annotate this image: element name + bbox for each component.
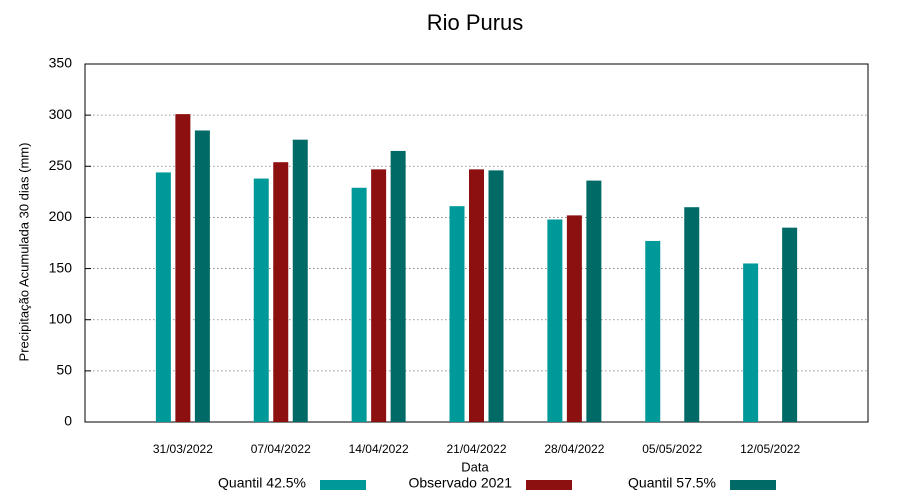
legend-label: Observado 2021 xyxy=(408,475,512,491)
bar xyxy=(390,150,406,422)
y-tick-label: 100 xyxy=(49,310,73,326)
chart-title: Rio Purus xyxy=(427,10,524,35)
x-tick-label: 28/04/2022 xyxy=(544,442,604,456)
legend-swatch xyxy=(526,480,572,490)
bar xyxy=(547,219,563,422)
bar xyxy=(586,180,602,422)
x-tick-label: 05/05/2022 xyxy=(642,442,702,456)
bar xyxy=(684,207,700,422)
bar xyxy=(449,206,465,422)
bar xyxy=(194,130,210,422)
bar xyxy=(645,240,661,422)
bar xyxy=(782,227,798,422)
legend-label: Quantil 42.5% xyxy=(218,475,306,491)
x-tick-label: 12/05/2022 xyxy=(740,442,800,456)
bar xyxy=(253,178,269,422)
y-axis-label: Precipitação Acumulada 30 dias (mm) xyxy=(16,143,31,362)
y-tick-label: 250 xyxy=(49,157,73,173)
bar xyxy=(175,114,191,423)
bar xyxy=(273,162,289,423)
y-tick-label: 50 xyxy=(56,362,72,378)
y-tick-label: 0 xyxy=(64,413,72,429)
bar xyxy=(371,169,387,422)
x-tick-label: 07/04/2022 xyxy=(251,442,311,456)
bar xyxy=(292,139,308,423)
legend-swatch xyxy=(320,480,366,490)
legend-label: Quantil 57.5% xyxy=(628,475,716,491)
x-tick-label: 31/03/2022 xyxy=(153,442,213,456)
bar xyxy=(566,215,582,422)
legend-swatch xyxy=(730,480,776,490)
bar xyxy=(155,172,171,422)
bar xyxy=(743,263,759,422)
y-tick-label: 350 xyxy=(49,55,73,71)
x-tick-label: 14/04/2022 xyxy=(349,442,409,456)
bar xyxy=(488,170,504,422)
x-tick-label: 21/04/2022 xyxy=(446,442,506,456)
bar xyxy=(351,187,367,422)
y-tick-label: 300 xyxy=(49,106,73,122)
x-axis-label: Data xyxy=(461,459,489,474)
y-tick-label: 200 xyxy=(49,208,73,224)
bar xyxy=(469,169,484,422)
y-tick-label: 150 xyxy=(49,259,73,275)
